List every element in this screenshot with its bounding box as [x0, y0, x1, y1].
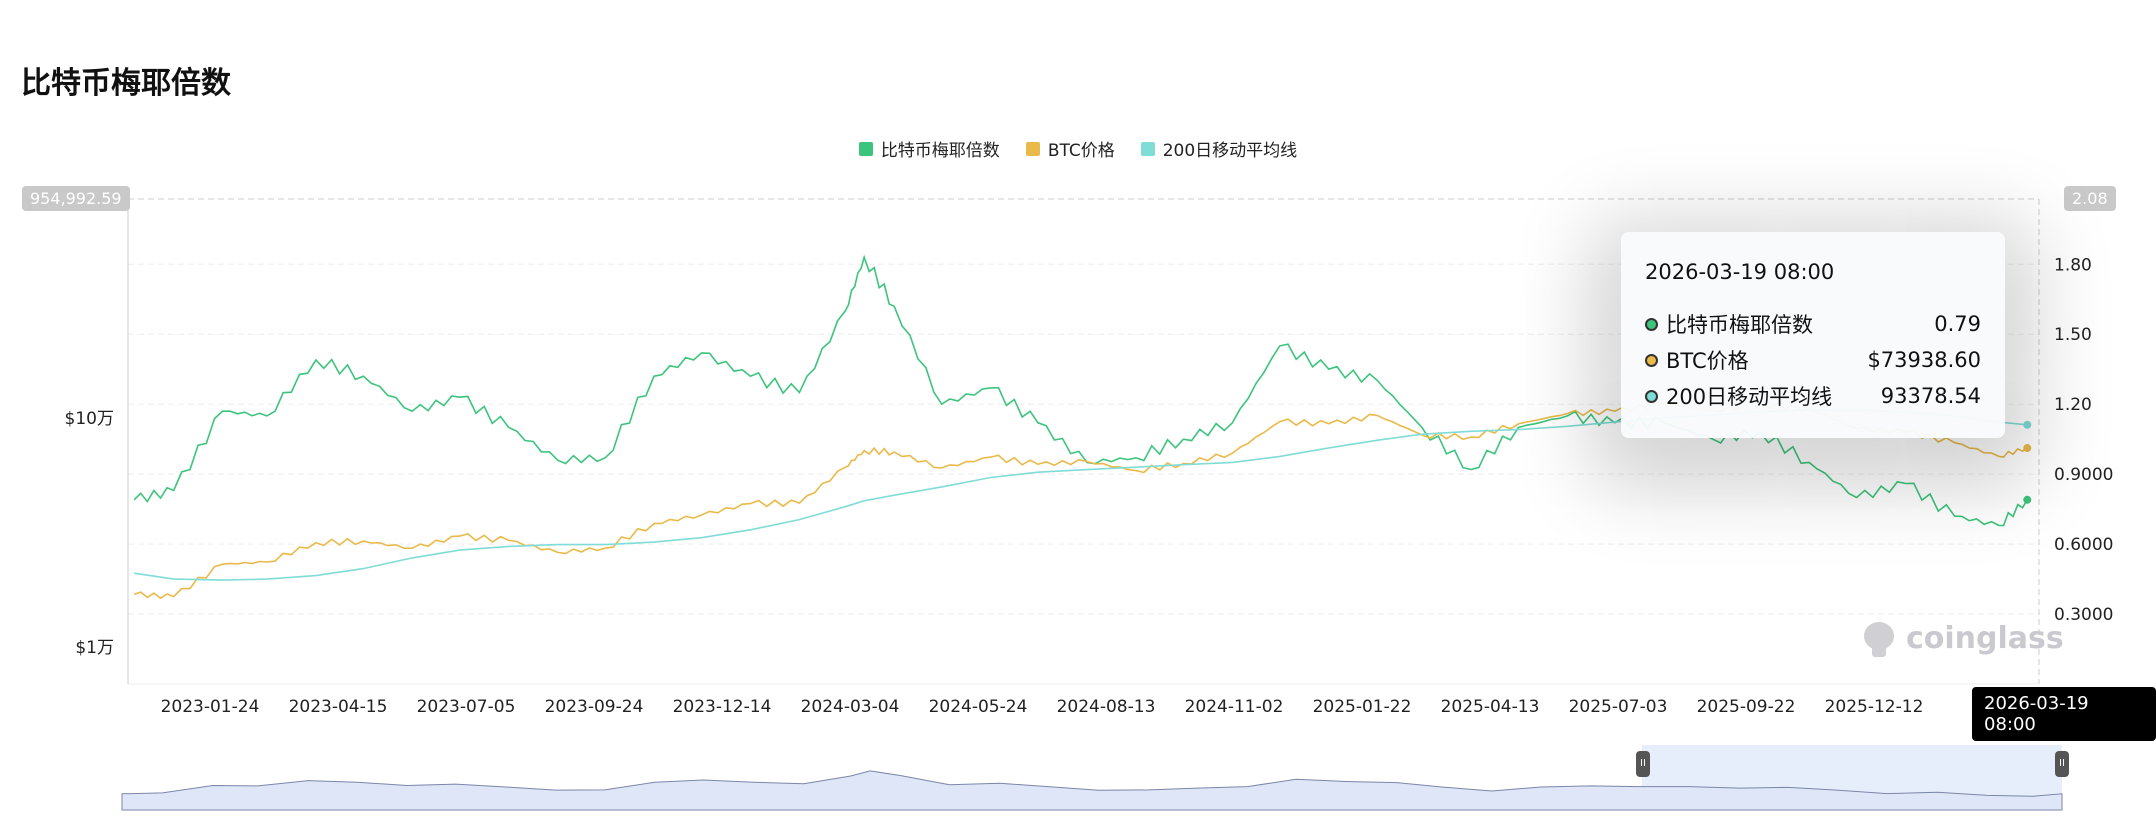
watermark-text: coinglass — [1906, 620, 2064, 656]
x-axis-tick-label: 2024-08-13 — [1057, 697, 1156, 717]
x-axis-tick-label: 2024-05-24 — [929, 697, 1028, 717]
x-axis-tick-label: 2023-04-15 — [289, 697, 388, 717]
series-dot-icon — [1645, 389, 1658, 403]
tooltip-value: 93378.54 — [1880, 384, 1981, 408]
series-dot-icon — [1645, 317, 1658, 331]
legend: 比特币梅耶倍数 BTC价格 200日移动平均线 — [0, 136, 2156, 161]
x-axis-tick-label: 2025-01-22 — [1313, 697, 1412, 717]
series-endpoint — [2023, 495, 2032, 504]
legend-swatch — [1025, 141, 1040, 156]
x-axis-tick-label: 2025-04-13 — [1441, 697, 1540, 717]
tooltip-value: 0.79 — [1934, 312, 1981, 336]
coinglass-logo-icon — [1864, 622, 1894, 657]
right-axis-tick-label: 0.6000 — [2054, 535, 2113, 555]
legend-label: 200日移动平均线 — [1162, 141, 1298, 161]
navigator-left-handle[interactable]: II — [1636, 751, 1650, 777]
right-axis-tick-label: 0.3000 — [2054, 605, 2113, 625]
legend-item-mayer[interactable]: 比特币梅耶倍数 — [858, 136, 1000, 161]
right-crosshair-value: 2.08 — [2064, 186, 2116, 211]
legend-swatch — [1140, 141, 1155, 156]
series-endpoint — [2023, 420, 2032, 429]
legend-item-ma200[interactable]: 200日移动平均线 — [1140, 136, 1298, 161]
tooltip-label: 比特币梅耶倍数 — [1666, 313, 1813, 337]
tooltip-time: 2026-03-19 08:00 — [1645, 260, 1835, 284]
crosshair-x-label: 2026-03-19 08:00 — [1972, 687, 2156, 741]
left-axis-tick-label: $10万 — [65, 409, 114, 429]
x-axis-tick-label: 2025-12-12 — [1825, 697, 1924, 717]
x-axis-tick-label: 2023-09-24 — [545, 697, 644, 717]
tooltip-row-mayer: 比特币梅耶倍数 0.79 — [1645, 306, 1981, 342]
navigator-right-handle[interactable]: II — [2055, 751, 2069, 777]
legend-item-btc-price[interactable]: BTC价格 — [1025, 136, 1115, 161]
tooltip: 2026-03-19 08:00 比特币梅耶倍数 0.79 BTC价格 $73938… — [1621, 232, 2005, 438]
x-axis-tick-label: 2023-12-14 — [673, 697, 772, 717]
tooltip-label: 200日移动平均线 — [1666, 385, 1833, 409]
x-axis-tick-label: 2025-07-03 — [1569, 697, 1668, 717]
page-title: 比特币梅耶倍数 — [21, 66, 231, 101]
tooltip-value: $73938.60 — [1867, 348, 1981, 372]
x-axis-tick-label: 2025-09-22 — [1697, 697, 1796, 717]
tooltip-row-ma200: 200日移动平均线 93378.54 — [1645, 378, 1981, 414]
right-axis-tick-label: 0.9000 — [2054, 465, 2113, 485]
x-axis-tick-label: 2024-11-02 — [1185, 697, 1284, 717]
right-axis-tick-label: 1.20 — [2054, 395, 2092, 415]
left-axis-tick-label: $1万 — [75, 638, 114, 658]
right-axis-tick-label: 1.80 — [2054, 255, 2092, 275]
tooltip-label: BTC价格 — [1666, 349, 1749, 373]
series-line-mayer — [133, 254, 2028, 527]
navigator-series-area — [121, 770, 2063, 811]
series-endpoint — [2023, 444, 2032, 453]
tooltip-row-btc-price: BTC价格 $73938.60 — [1645, 342, 1981, 378]
series-dot-icon — [1645, 353, 1658, 367]
left-crosshair-value: 954,992.59 — [22, 186, 130, 211]
x-axis-tick-label: 2023-07-05 — [417, 697, 516, 717]
legend-label: 比特币梅耶倍数 — [880, 141, 1000, 161]
coinglass-watermark: coinglass — [1860, 618, 2064, 658]
x-axis-tick-label: 2024-03-04 — [801, 697, 900, 717]
legend-swatch — [858, 141, 873, 156]
legend-label: BTC价格 — [1047, 141, 1115, 161]
x-axis-tick-label: 2023-01-24 — [161, 697, 260, 717]
right-axis-tick-label: 1.50 — [2054, 325, 2092, 345]
